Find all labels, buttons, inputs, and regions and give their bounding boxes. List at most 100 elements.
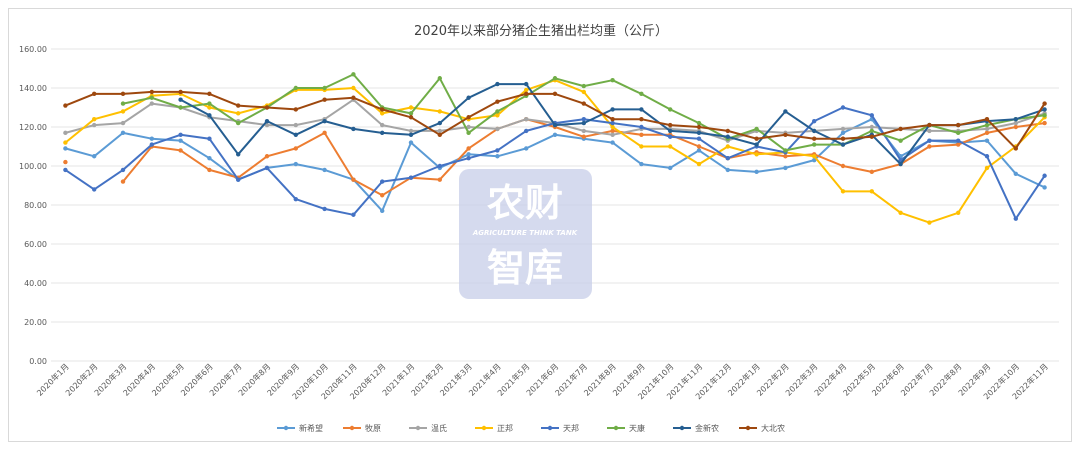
data-point [927,220,932,225]
data-point [495,81,500,87]
legend-marker [481,425,487,431]
data-point [351,126,356,132]
data-point [178,148,183,153]
data-point [956,138,961,143]
data-point [984,154,990,159]
data-point [236,152,241,157]
legend-label: 天邦 [563,423,579,433]
data-point [1042,107,1047,112]
data-point [380,107,385,112]
data-point [524,146,529,151]
data-point [178,105,183,110]
series-金新农 [178,81,1047,167]
y-tick-label: 60.00 [24,240,47,249]
data-point [63,167,68,173]
data-point [380,130,385,136]
data-point [380,193,385,198]
data-point [293,146,298,151]
y-tick-label: 80.00 [24,201,47,210]
watermark-logo: 农财 AGRICULTURE THINK TANK 智库 [459,169,592,299]
data-point [927,122,932,128]
data-point [524,87,529,93]
data-point [178,89,183,95]
data-point [812,136,817,141]
data-point [322,130,327,136]
legend-marker [283,425,289,431]
data-point [524,128,529,134]
data-point [1013,171,1018,176]
data-point [466,146,471,151]
y-tick-label: 100.00 [19,162,47,171]
data-point [322,118,327,124]
data-point [639,91,644,97]
data-point [812,142,817,147]
data-point [495,99,500,104]
data-point [351,95,356,100]
y-tick-label: 120.00 [19,123,47,132]
data-point [898,210,903,215]
watermark-line3: 智库 [487,246,563,290]
data-point [92,91,97,97]
data-point [1013,117,1018,122]
data-point [149,95,154,100]
data-point [898,161,903,167]
data-point [840,136,846,141]
data-point [524,91,529,97]
data-point [639,144,644,149]
data-point [639,132,644,137]
data-point [984,165,990,171]
data-point [840,189,846,194]
data-point [149,136,154,141]
data-point [63,130,68,136]
data-point [581,117,586,122]
data-point [696,161,702,167]
data-point [466,115,471,120]
data-point [322,206,327,212]
data-point [293,161,298,167]
data-point [408,115,414,120]
legend-label: 牧原 [365,423,381,433]
data-point [380,179,385,184]
data-point [869,169,874,175]
legend-marker [679,425,685,431]
data-point [812,128,817,134]
data-point [120,179,126,184]
data-point [610,107,615,112]
data-point [840,142,846,147]
data-point [92,117,97,122]
data-point [639,117,644,122]
data-point [351,177,356,182]
data-point [984,138,990,143]
legend-marker [415,425,421,431]
data-point [120,109,126,114]
data-point [754,142,759,147]
data-point [984,126,990,132]
data-point [207,105,212,110]
data-point [236,103,241,108]
data-point [149,142,154,147]
legend-item: 温氏 [409,424,447,433]
legend-label: 天康 [629,423,645,433]
series-牧原 [63,117,1047,198]
data-point [293,107,298,112]
data-point [264,154,270,159]
data-point [840,105,846,110]
data-point [754,152,759,157]
data-point [869,113,874,118]
data-point [696,148,702,153]
data-point [322,97,327,102]
data-point [783,132,788,137]
data-point [149,101,154,106]
data-point [1042,101,1047,106]
data-point [120,120,126,126]
data-point [1042,113,1047,118]
data-point [725,134,730,139]
data-point [725,156,730,161]
data-point [725,144,730,149]
data-point [380,111,385,116]
data-point [725,128,730,134]
data-point [610,120,615,126]
legend: 新希望 牧原 温氏 正邦 天邦 天康 金新农 大北农 [277,423,785,433]
data-point [380,208,385,214]
data-point [610,117,615,122]
